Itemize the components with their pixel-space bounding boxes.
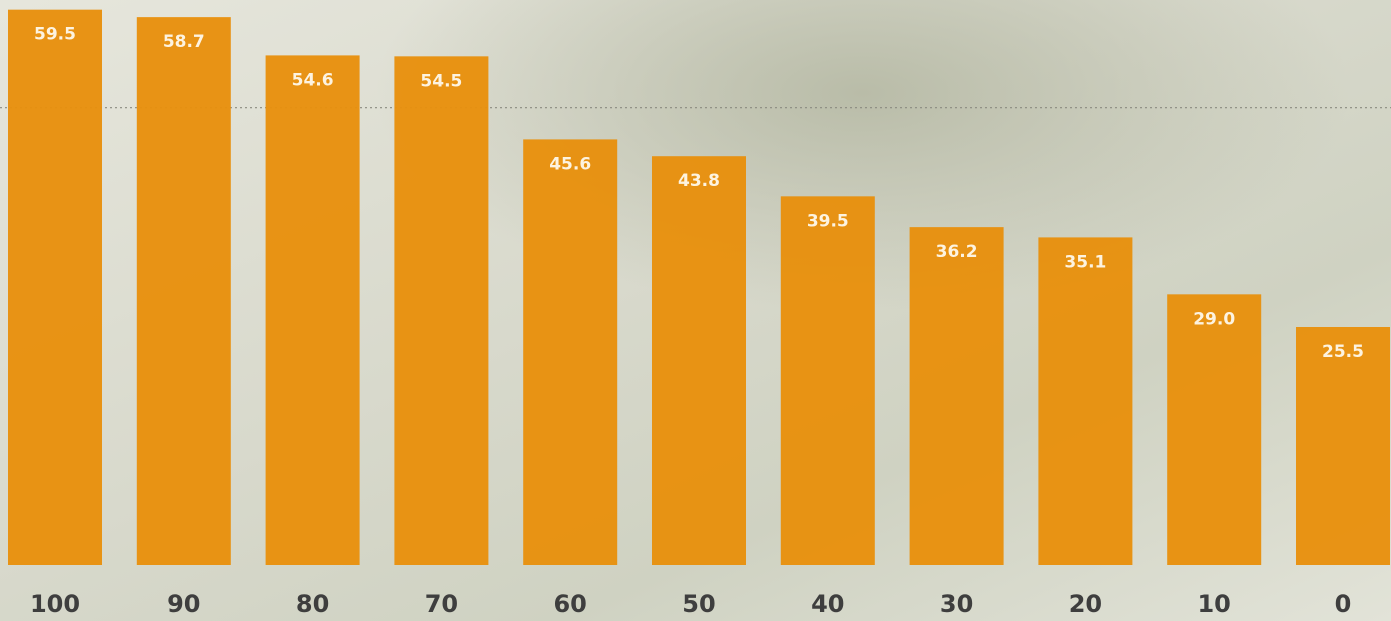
x-tick-label: 80: [296, 590, 329, 618]
bar: [780, 196, 875, 566]
value-label: 59.5: [34, 25, 76, 45]
x-tick-label: 0: [1335, 590, 1352, 618]
value-label: 29.0: [1193, 309, 1235, 329]
x-tick-label: 50: [682, 590, 715, 618]
bar: [652, 156, 746, 565]
x-tick-label: 60: [553, 590, 586, 618]
x-tick-label: 90: [167, 590, 200, 618]
bar: [136, 17, 231, 565]
bar: [909, 227, 1004, 565]
value-label: 54.5: [420, 71, 462, 91]
value-label: 54.6: [292, 70, 334, 90]
bar: [8, 9, 102, 565]
value-label: 39.5: [807, 211, 849, 231]
x-tick-label: 70: [425, 590, 458, 618]
value-label: 36.2: [936, 242, 978, 262]
x-tick-label: 10: [1197, 590, 1230, 618]
bar: [265, 55, 360, 566]
value-label: 58.7: [163, 32, 205, 52]
bar: [1167, 294, 1262, 565]
x-tick-label: 20: [1069, 590, 1102, 618]
x-tick-label: 30: [940, 590, 973, 618]
value-label: 25.5: [1322, 342, 1364, 362]
value-label: 43.8: [678, 171, 720, 191]
bar: [1038, 237, 1133, 565]
value-label: 45.6: [549, 154, 591, 174]
bar: [523, 139, 618, 565]
bar: [394, 56, 489, 565]
x-tick-label: 100: [30, 590, 80, 618]
bar: [1296, 327, 1390, 565]
x-tick-label: 40: [811, 590, 844, 618]
value-label: 35.1: [1064, 252, 1106, 272]
